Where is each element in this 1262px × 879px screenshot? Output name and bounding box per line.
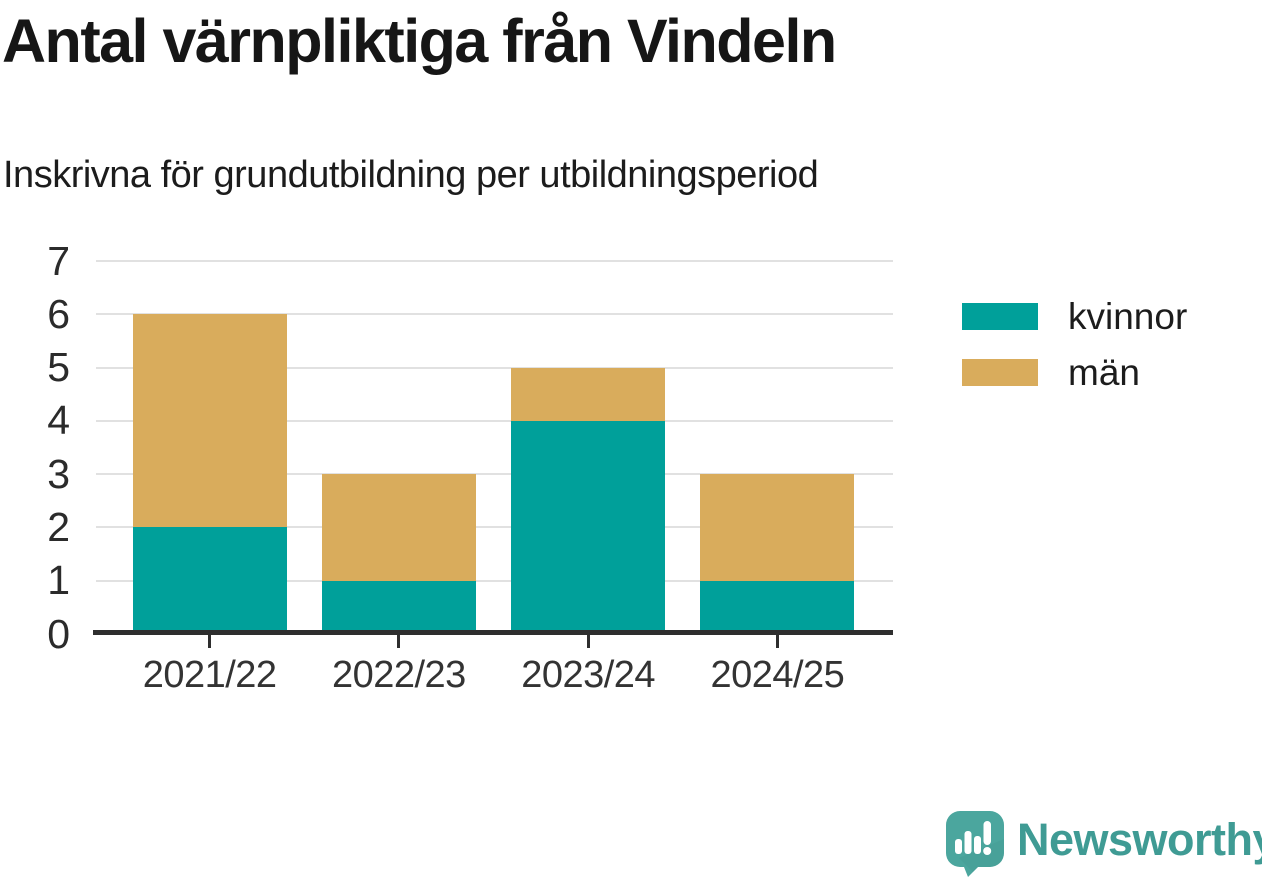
x-tick-label: 2023/24 — [521, 654, 656, 696]
legend-item-kvinnor: kvinnor — [962, 296, 1188, 337]
gridline-y-7 — [96, 260, 893, 262]
chart-subtitle: Inskrivna för grundutbildning per utbild… — [3, 154, 819, 196]
newsworthy-logo-icon — [946, 811, 1004, 877]
legend-swatch-kvinnor — [962, 303, 1038, 330]
chart-legend: kvinnor män — [962, 296, 1188, 415]
legend-swatch-män — [962, 359, 1038, 386]
x-axis-tick — [586, 635, 590, 648]
x-axis-tick — [208, 635, 212, 648]
y-tick-label: 6 — [47, 290, 70, 337]
x-axis-tick — [397, 635, 401, 648]
legend-label: män — [1068, 352, 1140, 393]
bar-segment-män-2023/24 — [511, 367, 666, 421]
x-tick-label: 2024/25 — [710, 654, 845, 696]
bar-segment-kvinnor-2024/25 — [700, 580, 855, 634]
bar-segment-kvinnor-2023/24 — [511, 420, 666, 634]
y-tick-label: 7 — [47, 237, 70, 284]
legend-label: kvinnor — [1068, 296, 1188, 337]
gridline-y-5 — [96, 366, 893, 369]
gridline-y-1 — [96, 579, 893, 582]
gridline-y-4 — [96, 419, 893, 422]
chart-title: Antal värnpliktiga från Vindeln — [2, 7, 837, 75]
gridline-y-2 — [96, 526, 893, 529]
gridline-y-3 — [96, 473, 893, 476]
bar-segment-män-2024/25 — [700, 474, 855, 581]
y-tick-label: 5 — [47, 344, 70, 391]
y-tick-label: 0 — [47, 610, 70, 657]
bar-segment-kvinnor-2021/22 — [132, 527, 287, 634]
x-tick-label: 2021/22 — [142, 654, 277, 696]
newsworthy-logo[interactable]: Newsworthy — [946, 811, 1262, 877]
gridline-y-6 — [96, 313, 893, 316]
legend-item-män: män — [962, 352, 1187, 393]
newsworthy-logo-text: Newsworthy — [1017, 814, 1262, 865]
y-tick-label: 2 — [47, 503, 70, 550]
bar-segment-män-2022/23 — [321, 474, 476, 581]
x-axis-line — [93, 630, 893, 635]
bar-segment-män-2021/22 — [132, 314, 287, 528]
y-tick-label: 3 — [47, 450, 70, 497]
x-axis-tick — [775, 635, 779, 648]
y-tick-label: 4 — [47, 397, 70, 444]
y-tick-label: 1 — [47, 557, 70, 604]
x-tick-label: 2022/23 — [331, 654, 466, 696]
bar-segment-kvinnor-2022/23 — [321, 580, 476, 634]
